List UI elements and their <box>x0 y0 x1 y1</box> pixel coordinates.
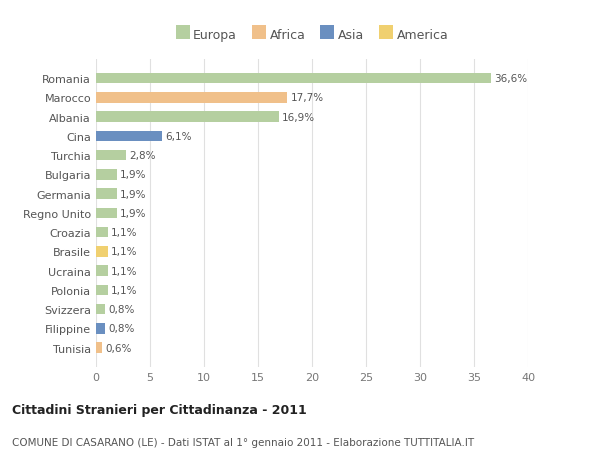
Text: 0,6%: 0,6% <box>106 343 132 353</box>
Bar <box>96 112 278 123</box>
Bar <box>96 208 116 219</box>
Bar <box>96 343 103 353</box>
Bar <box>96 170 116 180</box>
Bar <box>96 285 108 296</box>
Bar <box>96 131 162 142</box>
Text: COMUNE DI CASARANO (LE) - Dati ISTAT al 1° gennaio 2011 - Elaborazione TUTTITALI: COMUNE DI CASARANO (LE) - Dati ISTAT al … <box>12 437 474 447</box>
Text: 1,9%: 1,9% <box>120 170 146 180</box>
Text: Cittadini Stranieri per Cittadinanza - 2011: Cittadini Stranieri per Cittadinanza - 2… <box>12 403 307 416</box>
Text: 2,8%: 2,8% <box>130 151 156 161</box>
Text: 1,9%: 1,9% <box>120 189 146 199</box>
Text: 1,1%: 1,1% <box>111 247 137 257</box>
Bar <box>96 93 287 103</box>
Text: 1,1%: 1,1% <box>111 285 137 295</box>
Bar <box>96 227 108 238</box>
Legend: Europa, Africa, Asia, America: Europa, Africa, Asia, America <box>176 29 448 42</box>
Text: 6,1%: 6,1% <box>165 132 191 141</box>
Text: 1,1%: 1,1% <box>111 228 137 238</box>
Text: 0,8%: 0,8% <box>108 324 134 334</box>
Text: 16,9%: 16,9% <box>282 112 315 123</box>
Bar <box>96 304 104 315</box>
Bar <box>96 266 108 276</box>
Text: 17,7%: 17,7% <box>290 93 323 103</box>
Bar <box>96 189 116 200</box>
Text: 0,8%: 0,8% <box>108 304 134 314</box>
Bar <box>96 73 491 84</box>
Bar <box>96 324 104 334</box>
Bar <box>96 246 108 257</box>
Bar <box>96 151 126 161</box>
Text: 1,9%: 1,9% <box>120 208 146 218</box>
Text: 1,1%: 1,1% <box>111 266 137 276</box>
Text: 36,6%: 36,6% <box>494 74 527 84</box>
